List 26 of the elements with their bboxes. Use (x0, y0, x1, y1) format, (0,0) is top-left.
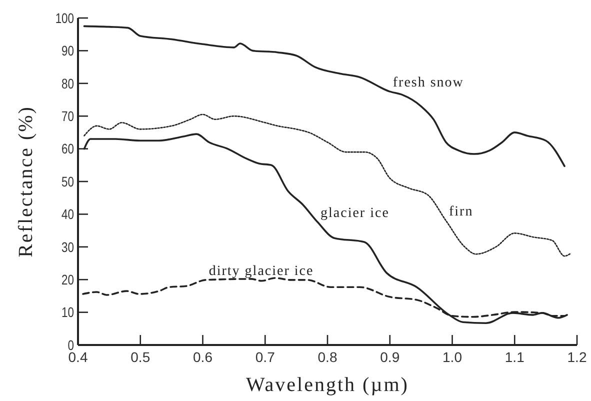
y-tick-label: 30 (62, 240, 74, 256)
annotation: dirty glacier ice (208, 264, 314, 279)
x-axis-title: Wavelength (µm) (246, 374, 409, 396)
x-tick-label: 0.9 (380, 349, 400, 365)
y-tick-label: 100 (55, 10, 74, 26)
x-tick-label: 0.5 (130, 349, 150, 365)
annotation: firn (449, 204, 474, 220)
y-tick-label: 80 (62, 76, 74, 92)
x-tick-label: 1.2 (567, 349, 587, 365)
annotation: fresh snow (392, 76, 464, 91)
x-tick-label: 0.6 (193, 349, 213, 365)
line-series (83, 25, 566, 168)
y-axis-title: Reflectance (%) (15, 106, 37, 258)
annotation: glacier ice (320, 206, 390, 222)
y-tick-label: 60 (62, 142, 74, 158)
x-tick-label: 1.0 (442, 349, 462, 365)
line-series (84, 114, 572, 257)
x-tick-label: 0.7 (255, 349, 276, 365)
y-tick-label: 50 (62, 174, 74, 190)
x-tick-label: 1.1 (504, 349, 525, 365)
x-tick-label: 0.8 (318, 349, 338, 365)
y-tick-label: 20 (62, 272, 74, 288)
y-tick-label: 40 (62, 206, 74, 222)
y-tick-label: 90 (62, 43, 74, 59)
y-tick-label: 70 (62, 108, 74, 124)
y-tick-label: 10 (62, 305, 74, 321)
